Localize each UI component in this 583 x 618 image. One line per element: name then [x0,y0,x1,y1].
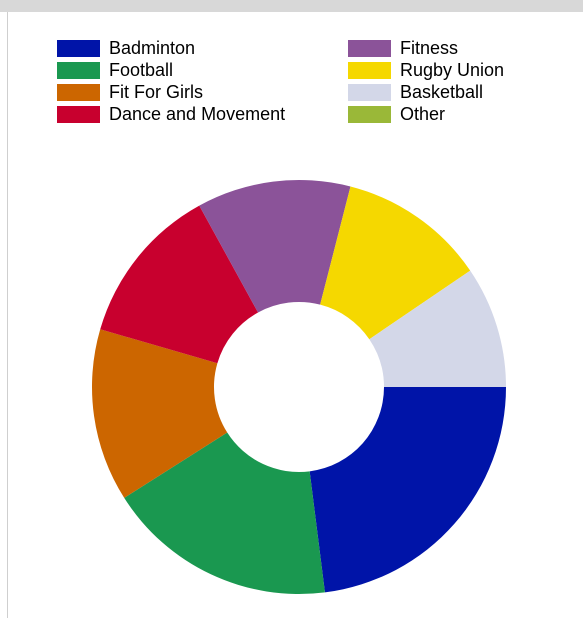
legend-label: Rugby Union [400,59,505,80]
legend-swatch [348,39,391,57]
legend-swatch [348,61,391,79]
window-top-bar [0,0,583,12]
legend-item: Dance and Movement [57,103,285,125]
chart-area: Badminton Fitness Football Rugby Union Fit F… [8,12,583,618]
legend-swatch [57,105,100,123]
legend-label: Fit For Girls [109,81,203,102]
legend-swatch [348,83,391,101]
donut-chart [91,179,506,595]
legend-item: Fitness [348,37,458,59]
donut-slice-fitness[interactable] [199,179,351,313]
legend-swatch [57,83,100,101]
legend-item: Badminton [57,37,195,59]
legend-label: Badminton [109,37,196,58]
donut-slice-football[interactable] [124,432,325,595]
panel-left-border [7,12,8,618]
legend-item: Football [57,59,173,81]
donut-slice-rugby-union[interactable] [320,186,471,340]
legend-label: Football [109,59,174,80]
donut-slice-dance-and-movement[interactable] [100,205,259,364]
donut-slice-basketball[interactable] [369,270,506,387]
legend-label: Fitness [400,37,459,58]
legend-label: Other [400,103,446,124]
legend-item: Basketball [348,81,483,103]
chart-legend: Badminton Fitness Football Rugby Union Fit F… [57,37,557,157]
legend-swatch [57,61,100,79]
legend-item: Rugby Union [348,59,504,81]
legend-swatch [348,105,391,123]
legend-item: Other [348,103,445,125]
legend-swatch [57,39,100,57]
legend-label: Dance and Movement [109,103,286,124]
legend-label: Basketball [400,81,484,102]
donut-slice-badminton[interactable] [309,387,506,593]
donut-slice-fit-for-girls[interactable] [91,329,228,498]
legend-item: Fit For Girls [57,81,203,103]
